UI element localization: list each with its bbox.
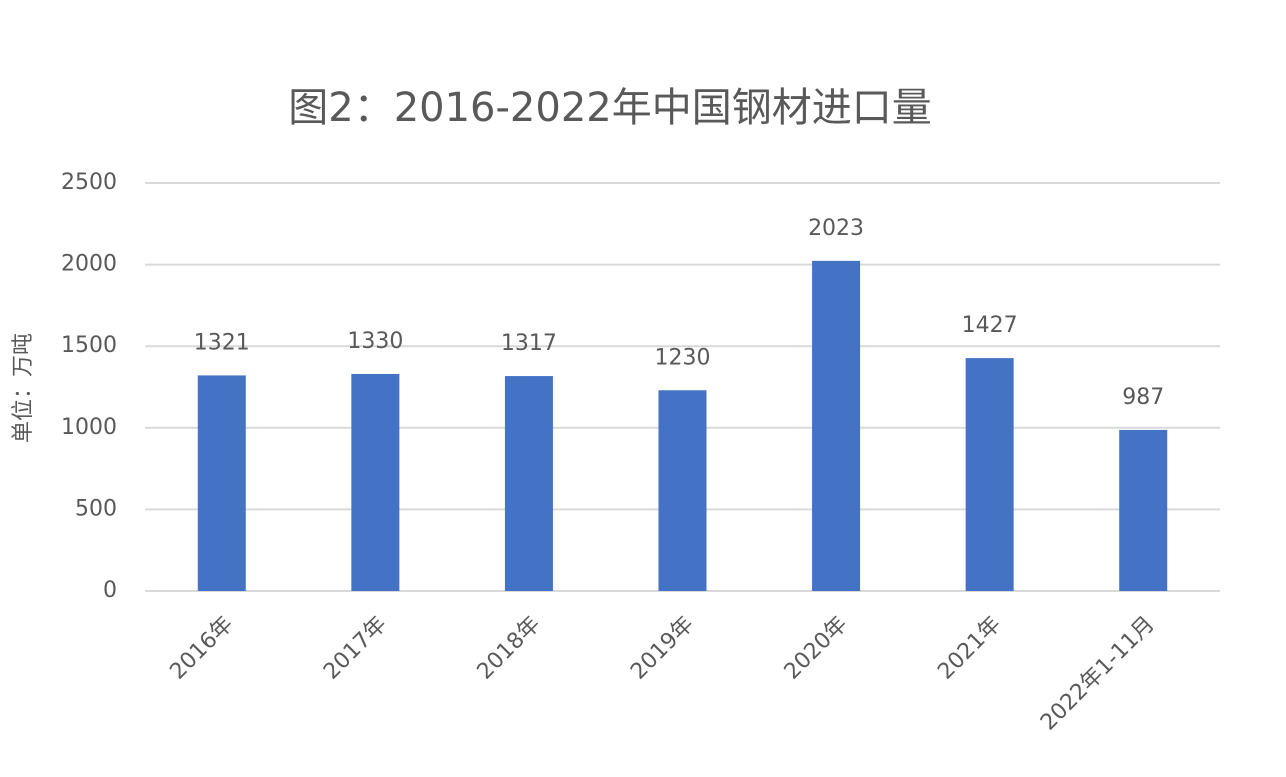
y-tick-label: 0 <box>103 578 117 603</box>
bar <box>351 373 400 591</box>
bar <box>1119 429 1168 591</box>
data-label: 1321 <box>194 330 250 355</box>
bar <box>965 358 1014 591</box>
y-tick-label: 1500 <box>61 333 117 358</box>
bar <box>197 375 246 591</box>
bar <box>658 390 707 591</box>
y-tick-label: 2500 <box>61 170 117 195</box>
data-label: 1317 <box>501 331 557 356</box>
chart-title: 图2：2016-2022年中国钢材进口量 <box>288 85 931 131</box>
y-tick-label: 1000 <box>61 415 117 440</box>
y-tick-label: 2000 <box>61 252 117 277</box>
data-label: 2023 <box>808 216 864 241</box>
y-axis-label: 单位：万吨 <box>11 333 36 443</box>
data-label: 987 <box>1122 385 1164 410</box>
bar <box>812 260 861 591</box>
data-label: 1230 <box>655 345 711 370</box>
bar <box>504 376 553 591</box>
y-tick-label: 500 <box>75 496 117 521</box>
data-label: 1427 <box>962 313 1018 338</box>
data-label: 1330 <box>347 329 403 354</box>
